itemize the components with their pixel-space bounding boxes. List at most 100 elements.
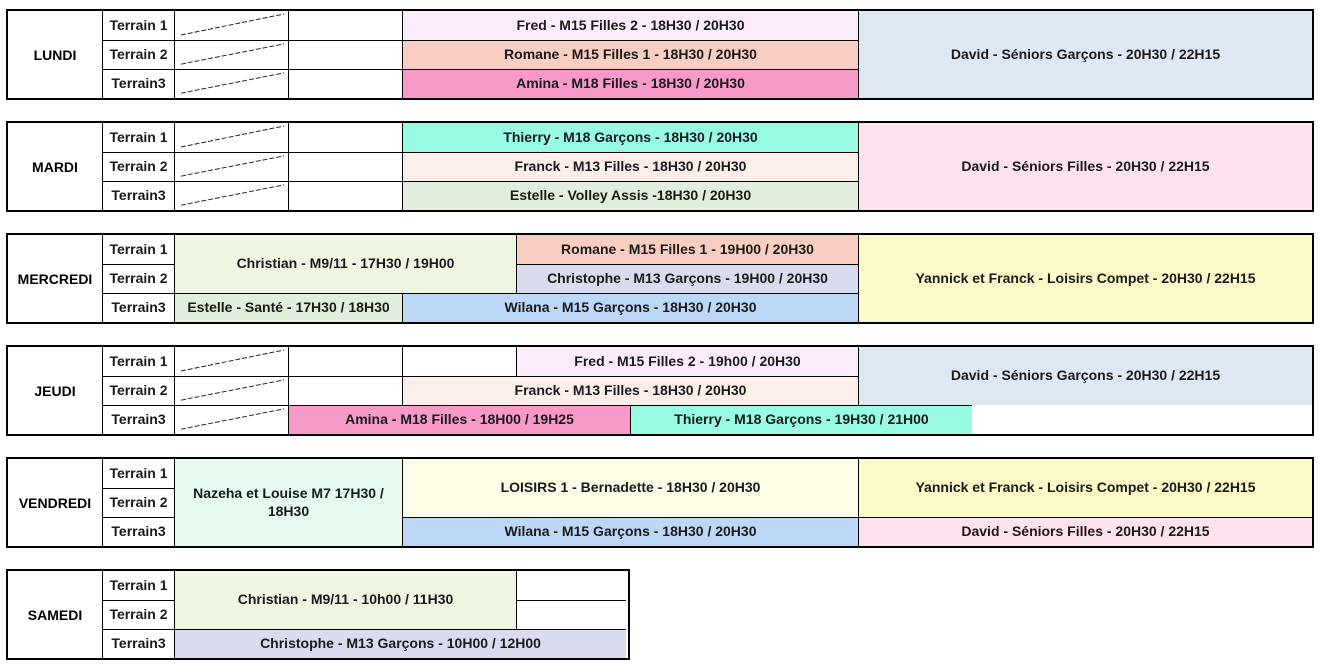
terrain-label: Terrain 1	[102, 11, 174, 40]
session-text: Yannick et Franck - Loisirs Compet - 20H…	[915, 479, 1256, 496]
empty-slot-crossed	[174, 11, 288, 40]
session-text: Thierry - M18 Garçons - 19H30 / 21H00	[674, 411, 929, 428]
dashed-slash-icon	[180, 184, 285, 206]
empty-slot	[402, 347, 516, 376]
terrain-label: Terrain 1	[102, 123, 174, 152]
terrain-label: Terrain 1	[102, 459, 174, 488]
session-text: Nazeha et Louise M7 17H30 / 18H30	[193, 485, 384, 519]
session-text: Christian - M9/11 - 17H30 / 19H00	[236, 255, 455, 272]
terrain-label: Terrain3	[102, 517, 174, 546]
session-text: David - Séniors Garçons - 20H30 / 22H15	[950, 367, 1221, 384]
session-block: David - Séniors Filles - 20H30 / 22H15	[858, 123, 1312, 210]
session-block: Christian - M9/11 - 10h00 / 11H30	[174, 571, 516, 629]
session-block: Yannick et Franck - Loisirs Compet - 20H…	[858, 459, 1312, 517]
empty-slot	[288, 347, 402, 376]
session-text: Wilana - M15 Garçons - 18H30 / 20H30	[504, 299, 757, 316]
dashed-slash-icon	[180, 13, 285, 36]
session-text: Romane - M15 Filles 1 - 19H00 / 20H30	[561, 240, 814, 257]
session-block: Estelle - Volley Assis -18H30 / 20H30	[402, 181, 858, 210]
session-block: David - Séniors Garçons - 20H30 / 22H15	[858, 347, 1312, 405]
day-label: JEUDI	[34, 382, 76, 399]
session-block: Fred - M15 Filles 2 - 18H30 / 20H30	[402, 11, 858, 40]
session-block: Thierry - M18 Garçons - 19H30 / 21H00	[630, 405, 972, 434]
terrain-label: Terrain 2	[102, 488, 174, 517]
terrain-label: Terrain3	[102, 405, 174, 434]
empty-slot-crossed	[174, 405, 288, 434]
session-text: Fred - M15 Filles 2 - 19h00 / 20H30	[574, 352, 801, 369]
session-block: Franck - M13 Filles - 18H30 / 20H30	[402, 152, 858, 181]
session-block: Christophe - M13 Garçons - 19H00 / 20H30	[516, 264, 858, 293]
session-text: Wilana - M15 Garçons - 18H30 / 20H30	[504, 523, 757, 540]
terrain-label: Terrain3	[102, 293, 174, 322]
session-block: Christophe - M13 Garçons - 10H00 / 12H00	[174, 629, 626, 658]
session-text: Christophe - M13 Garçons - 19H00 / 20H30	[547, 270, 828, 287]
empty-slot	[288, 181, 402, 210]
terrain-label: Terrain3	[102, 181, 174, 210]
empty-slot	[288, 69, 402, 98]
day-block-vendredi: VENDREDI Terrain 1 Terrain 2 Terrain3 Nazeha…	[6, 457, 1314, 548]
terrain-label: Terrain 1	[102, 571, 174, 600]
terrain-label: Terrain3	[102, 69, 174, 98]
empty-slot	[288, 11, 402, 40]
day-block-samedi: SAMEDI Terrain 1 Terrain 2 Terrain3 Christia…	[6, 569, 630, 660]
empty-slot-crossed	[174, 69, 288, 98]
session-text: David - Séniors Garçons - 20H30 / 22H15	[950, 45, 1221, 62]
session-block: Romane - M15 Filles 1 - 18H30 / 20H30	[402, 40, 858, 69]
session-text: Thierry - M18 Garçons - 18H30 / 20H30	[503, 128, 758, 145]
day-label: MERCREDI	[17, 270, 93, 287]
session-block: Yannick et Franck - Loisirs Compet - 20H…	[858, 235, 1312, 322]
session-text: David - Séniors Filles - 20H30 / 22H15	[961, 523, 1210, 540]
terrain-label: Terrain 2	[102, 40, 174, 69]
session-block: Wilana - M15 Garçons - 18H30 / 20H30	[402, 517, 858, 546]
session-block: Fred - M15 Filles 2 - 19h00 / 20H30	[516, 347, 858, 376]
empty-slot-crossed	[174, 181, 288, 210]
day-block-lundi: LUNDI Terrain 1 Terrain 2 Terrain3 Fred - M1…	[6, 9, 1314, 100]
session-text: Romane - M15 Filles 1 - 18H30 / 20H30	[504, 46, 757, 63]
session-block: David - Séniors Filles - 20H30 / 22H15	[858, 517, 1312, 546]
session-block: Amina - M18 Filles - 18H00 / 19H25	[288, 405, 630, 434]
empty-slot	[516, 571, 626, 600]
session-block: Romane - M15 Filles 1 - 19H00 / 20H30	[516, 235, 858, 264]
terrain-label: Terrain3	[102, 629, 174, 658]
dashed-slash-icon	[180, 408, 285, 430]
empty-slot	[516, 600, 626, 629]
dashed-slash-icon	[180, 72, 285, 94]
session-text: Fred - M15 Filles 2 - 18H30 / 20H30	[516, 16, 745, 33]
terrain-label: Terrain 1	[102, 347, 174, 376]
empty-slot	[288, 152, 402, 181]
day-block-mardi: MARDI Terrain 1 Terrain 2 Terrain3 Thierry -…	[6, 121, 1314, 212]
dashed-slash-icon	[180, 155, 285, 177]
day-label: VENDREDI	[18, 494, 92, 511]
empty-slot-crossed	[174, 152, 288, 181]
terrain-label: Terrain 2	[102, 264, 174, 293]
empty-slot-crossed	[174, 376, 288, 405]
session-block: Franck - M13 Filles - 18H30 / 20H30	[402, 376, 858, 405]
dashed-slash-icon	[180, 349, 285, 372]
session-block: Estelle - Santé - 17H30 / 18H30	[174, 293, 402, 322]
session-text: Christophe - M13 Garçons - 10H00 / 12H00	[260, 635, 541, 652]
session-block: Christian - M9/11 - 17H30 / 19H00	[174, 235, 516, 293]
day-label: LUNDI	[33, 46, 77, 63]
empty-slot-crossed	[174, 123, 288, 152]
empty-slot	[288, 40, 402, 69]
session-text: Estelle - Volley Assis -18H30 / 20H30	[509, 187, 752, 204]
empty-slot	[288, 376, 402, 405]
session-text: David - Séniors Filles - 20H30 / 22H15	[961, 157, 1210, 174]
empty-slot	[288, 123, 402, 152]
session-text: Christian - M9/11 - 10h00 / 11H30	[237, 591, 454, 608]
session-text: Amina - M18 Filles - 18H00 / 19H25	[345, 411, 574, 428]
session-text: Amina - M18 Filles - 18H30 / 20H30	[516, 75, 745, 92]
session-text: Franck - M13 Filles - 18H30 / 20H30	[514, 382, 747, 399]
session-text: Estelle - Santé - 17H30 / 18H30	[187, 299, 390, 316]
session-block: Wilana - M15 Garçons - 18H30 / 20H30	[402, 293, 858, 322]
session-block: David - Séniors Garçons - 20H30 / 22H15	[858, 11, 1312, 98]
day-label: SAMEDI	[27, 606, 83, 623]
session-block: Amina - M18 Filles - 18H30 / 20H30	[402, 69, 858, 98]
session-block: Nazeha et Louise M7 17H30 / 18H30	[174, 459, 402, 546]
session-text: LOISIRS 1 - Bernadette - 18H30 / 20H30	[500, 479, 761, 496]
day-block-jeudi: JEUDI Terrain 1 Terrain 2 Terrain3 Fred - M1…	[6, 345, 1314, 436]
day-block-mercredi: MERCREDI Terrain 1 Terrain 2 Terrain3 Christ…	[6, 233, 1314, 324]
dashed-slash-icon	[180, 379, 285, 401]
day-label: MARDI	[32, 158, 78, 175]
dashed-slash-icon	[180, 43, 285, 65]
